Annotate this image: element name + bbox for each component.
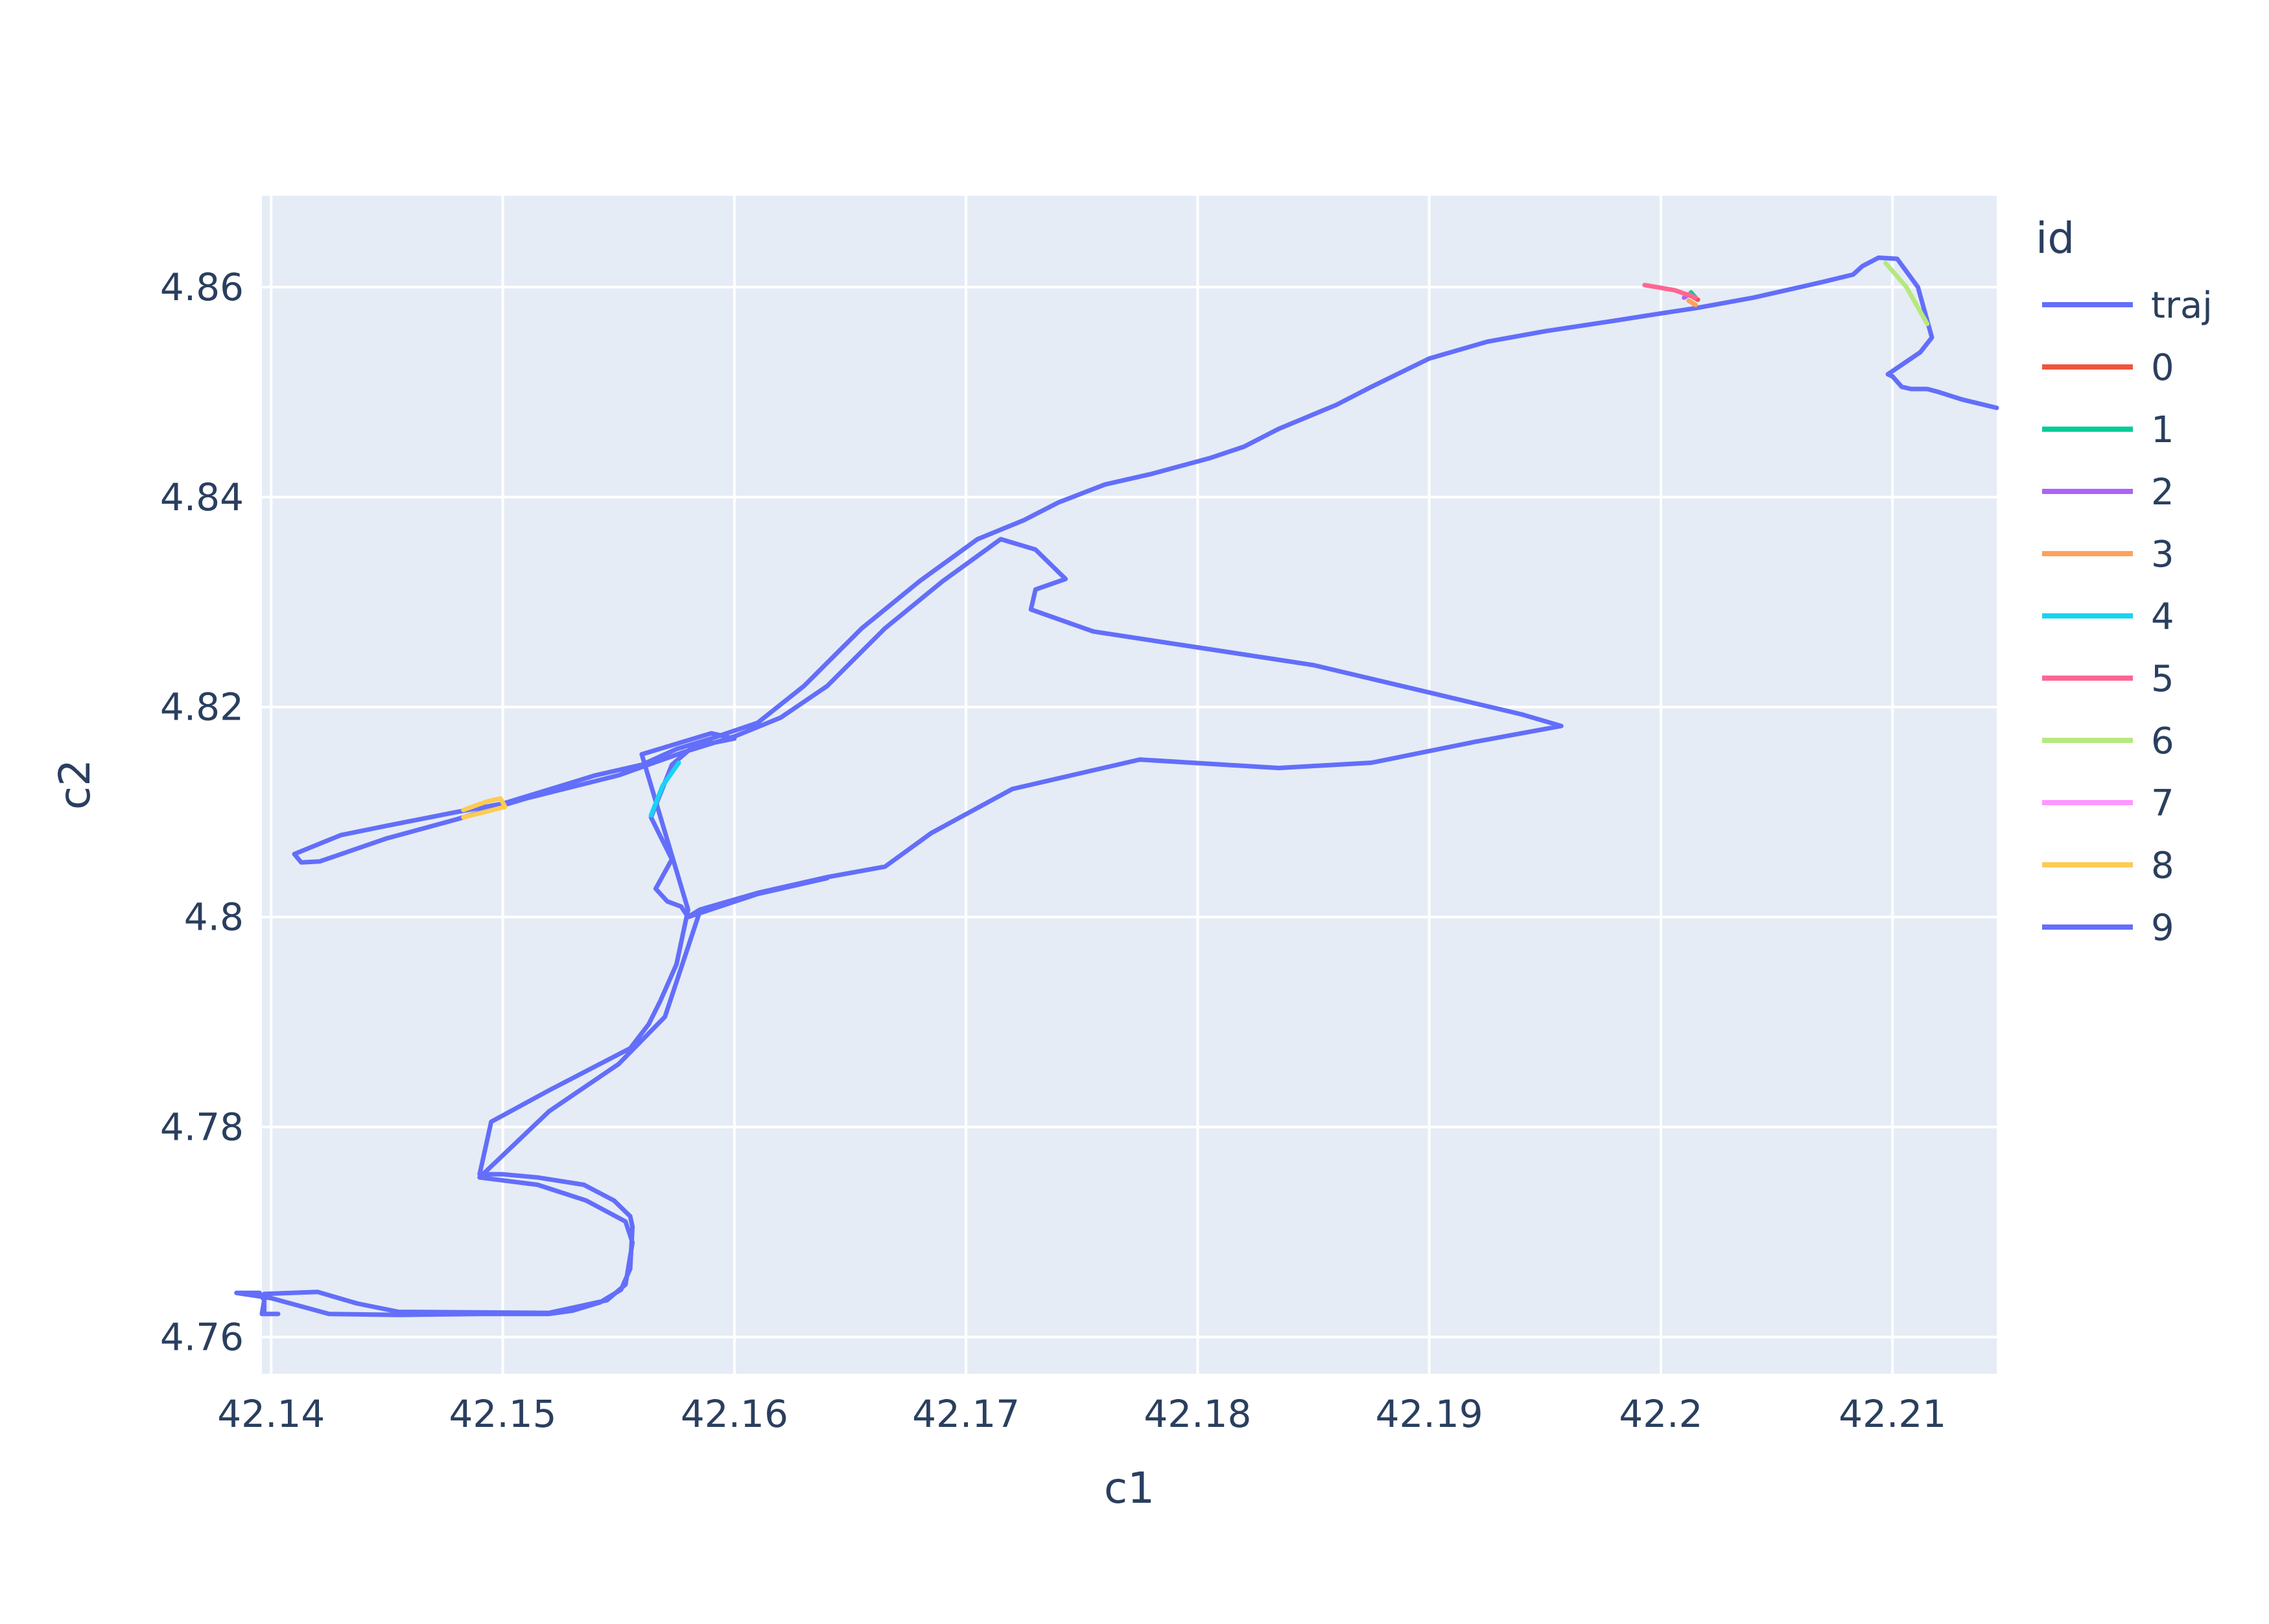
series-line-4 <box>648 760 681 818</box>
x-axis-title: c1 <box>1104 1463 1155 1513</box>
legend-label: 7 <box>2151 783 2174 825</box>
legend-label: 5 <box>2151 658 2174 700</box>
legend-label: 2 <box>2151 471 2174 513</box>
series-line-traj <box>234 255 1999 1317</box>
y-tick-label: 4.78 <box>160 1105 244 1149</box>
x-tick-label: 42.17 <box>912 1392 1020 1436</box>
legend-label: 6 <box>2151 720 2174 762</box>
series-line-3 <box>1686 298 1698 307</box>
legend-label: 1 <box>2151 409 2174 451</box>
legend-item-2[interactable]: 2 <box>2042 471 2174 513</box>
legend-item-8[interactable]: 8 <box>2042 845 2174 887</box>
legend-item-5[interactable]: 5 <box>2042 658 2174 700</box>
legend-label: 0 <box>2151 347 2174 389</box>
legend-label: 3 <box>2151 534 2174 576</box>
legend-item-3[interactable]: 3 <box>2042 534 2174 576</box>
legend-label: 8 <box>2151 845 2174 887</box>
legend-title: id <box>2036 213 2075 263</box>
legend-label: 9 <box>2151 907 2174 949</box>
legend-item-0[interactable]: 0 <box>2042 347 2174 389</box>
x-tick-label: 42.21 <box>1839 1392 1946 1436</box>
plot-area <box>262 196 1997 1374</box>
x-tick-label: 42.16 <box>681 1392 788 1436</box>
series-line-8 <box>461 796 508 820</box>
legend-item-4[interactable]: 4 <box>2042 596 2174 638</box>
legend-label: 4 <box>2151 596 2174 638</box>
legend-item-traj[interactable]: traj <box>2042 285 2213 327</box>
x-tick-label: 42.19 <box>1376 1392 1483 1436</box>
x-tick-label: 42.14 <box>217 1392 325 1436</box>
x-tick-label: 42.18 <box>1144 1392 1251 1436</box>
legend-item-1[interactable]: 1 <box>2042 409 2174 451</box>
x-tick-label: 42.15 <box>449 1392 557 1436</box>
y-tick-label: 4.84 <box>160 475 244 519</box>
legend-item-9[interactable]: 9 <box>2042 907 2174 949</box>
legend[interactable]: traj 0 1 2 3 4 5 6 7 8 9 <box>2042 285 2213 949</box>
series-line-6 <box>1883 261 1930 327</box>
x-tick-label: 42.2 <box>1619 1392 1702 1436</box>
grid-layer <box>262 196 1997 1374</box>
series-line-5 <box>1642 283 1698 300</box>
legend-item-7[interactable]: 7 <box>2042 783 2174 825</box>
series-layer <box>234 255 1999 1317</box>
y-tick-label: 4.76 <box>160 1315 244 1359</box>
y-tick-label: 4.82 <box>160 685 244 729</box>
y-tick-label: 4.8 <box>184 895 244 939</box>
tick-labels: 42.14 42.15 42.16 42.17 42.18 42.19 42.2 42.21 4… <box>160 265 1946 1436</box>
legend-label: traj <box>2151 285 2213 327</box>
y-axis-title: c2 <box>50 759 100 810</box>
y-tick-label: 4.86 <box>160 265 244 309</box>
legend-item-6[interactable]: 6 <box>2042 720 2174 762</box>
